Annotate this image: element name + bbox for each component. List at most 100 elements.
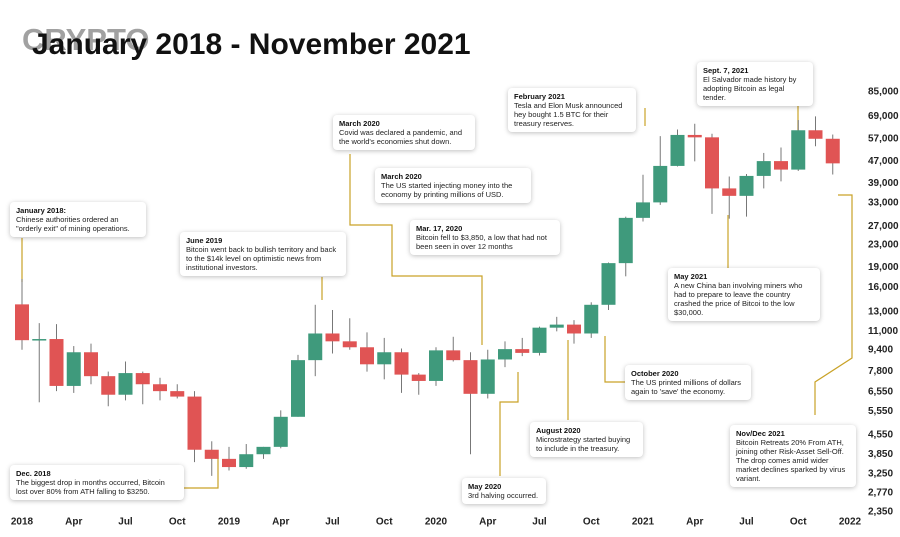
annotation: May 2020 3rd halving occurred. (462, 478, 546, 504)
candle-body (532, 327, 547, 353)
annotation-title: Sept. 7, 2021 (703, 66, 749, 75)
candle-body (66, 352, 81, 386)
candle-body (498, 349, 512, 360)
watermark: CRYPTO (22, 22, 149, 57)
candle-body (239, 454, 254, 468)
annotation-title: May 2021 (674, 272, 708, 281)
candle-body (653, 165, 668, 203)
candle-body (222, 458, 236, 468)
x-tick-label: 2019 (218, 517, 241, 528)
y-tick-label: 5,550 (868, 406, 893, 417)
annotation: Mar. 17, 2020 Bitcoin fell to $3,850, a l… (410, 220, 560, 255)
candle-body (791, 130, 806, 170)
y-tick-label: 19,000 (868, 262, 899, 273)
x-tick-label: Jul (325, 517, 340, 528)
candle-body (480, 359, 495, 394)
candle-body (153, 384, 167, 392)
annotation: January 2018: Chinese authorities ordered… (10, 202, 146, 237)
annotation-text: The biggest drop in months occurred, Bit… (16, 478, 165, 496)
x-tick-label: Oct (790, 517, 807, 528)
annotation-text: The US printed millions of dollars again… (631, 378, 742, 396)
candle-body (705, 137, 719, 189)
candle-body (687, 134, 702, 138)
candle-body (170, 391, 185, 397)
annotation-title: February 2021 (514, 92, 565, 101)
annotation-title: March 2020 (339, 119, 380, 128)
y-tick-label: 33,000 (868, 197, 899, 208)
y-tick-label: 57,000 (868, 133, 899, 144)
connector (814, 194, 853, 415)
candle-body (739, 175, 754, 196)
candle-body (463, 360, 478, 394)
candle-body (273, 416, 288, 447)
annotation-title: March 2020 (381, 172, 422, 181)
x-tick-label: Oct (169, 517, 186, 528)
annotation-text: Bitcoin went back to bullish territory a… (186, 245, 337, 272)
annotation-text: Chinese authorities ordered an "orderly … (16, 215, 130, 233)
candle-body (308, 333, 323, 361)
candle-body (256, 446, 271, 455)
annotation-text: Bitcoin fell to $3,850, a low that had n… (416, 233, 547, 251)
connector (499, 372, 519, 476)
x-tick-label: Jul (739, 517, 754, 528)
x-tick-label: Apr (65, 517, 82, 528)
candle-body (636, 202, 650, 218)
y-tick-label: 9,400 (868, 344, 893, 355)
annotation-text: Covid was declared a pandemic, and the w… (339, 128, 462, 146)
candle-body (360, 347, 374, 365)
annotation-title: Mar. 17, 2020 (416, 224, 463, 233)
x-tick-label: Jul (118, 517, 133, 528)
y-tick-label: 39,000 (868, 178, 899, 189)
candle-body (342, 341, 357, 348)
x-tick-label: Oct (376, 517, 393, 528)
y-tick-label: 47,000 (868, 156, 899, 167)
candle-body (187, 396, 202, 450)
annotation-text: Tesla and Elon Musk announced hey bought… (514, 101, 623, 128)
annotation-title: May 2020 (468, 482, 502, 491)
candle-body (32, 339, 47, 341)
annotation: October 2020 The US printed millions of d… (625, 365, 751, 400)
y-tick-label: 3,850 (868, 449, 893, 460)
y-tick-label: 11,000 (868, 326, 898, 337)
y-tick-label: 69,000 (868, 111, 899, 122)
candle-body (325, 333, 340, 342)
candle-body (411, 374, 426, 381)
y-tick-label: 2,350 (868, 507, 893, 518)
candle-body (515, 349, 530, 353)
x-tick-label: 2021 (632, 517, 655, 528)
y-tick-label: 6,550 (868, 387, 893, 398)
candle-body (101, 376, 116, 395)
x-tick-label: Jul (532, 517, 547, 528)
candle-body (291, 360, 305, 417)
x-tick-label: Apr (686, 517, 703, 528)
candle-body (394, 352, 409, 375)
x-tick-label: Apr (272, 517, 289, 528)
annotation: Sept. 7, 2021 El Salvador made history by… (697, 62, 813, 106)
annotation: Dec. 2018 The biggest drop in months occu… (10, 465, 184, 500)
annotation-text: Microstrategy started buying to include … (536, 435, 631, 453)
y-tick-label: 3,250 (868, 469, 893, 480)
candle-body (774, 161, 788, 170)
y-tick-label: 85,000 (868, 87, 899, 98)
annotation-title: October 2020 (631, 369, 679, 378)
connector (183, 458, 219, 489)
x-tick-label: 2022 (839, 517, 862, 528)
annotation-title: June 2019 (186, 236, 223, 245)
x-tick-label: 2018 (11, 517, 34, 528)
candle-body (601, 263, 616, 305)
y-tick-label: 7,800 (868, 366, 893, 377)
annotation: February 2021 Tesla and Elon Musk announc… (508, 88, 636, 132)
annotation: May 2021 A new China ban involving miners… (668, 268, 820, 321)
annotation-title: August 2020 (536, 426, 581, 435)
candles (15, 116, 840, 476)
y-tick-label: 2,770 (868, 487, 893, 498)
candle-body (549, 324, 564, 328)
y-tick-label: 23,000 (868, 240, 899, 251)
connector (604, 336, 625, 383)
annotation-text: 3rd halving occurred. (468, 491, 539, 500)
candle-body (446, 350, 461, 361)
annotation-text: El Salvador made history by adopting Bit… (703, 75, 797, 102)
annotation: June 2019 Bitcoin went back to bullish te… (180, 232, 346, 276)
